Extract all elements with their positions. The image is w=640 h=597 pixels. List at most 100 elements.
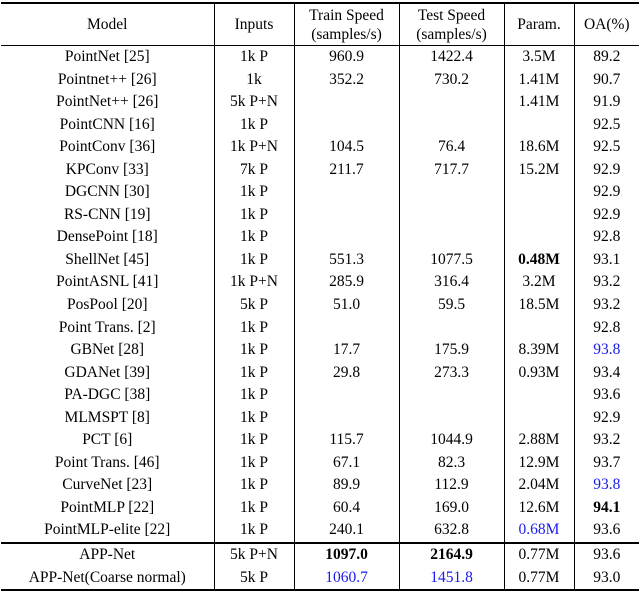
cell-model: APP-Net(Coarse normal) (28, 568, 186, 586)
cell-model: PointNet [25] (64, 48, 150, 65)
cell-test_speed: 273.3 (398, 361, 504, 385)
table-row: Point Trans. [46] 1k P 67.1 82.3 12.9M 93.7 (1, 451, 639, 475)
cell-oa: 93.1 (573, 248, 639, 272)
cell-inputs: 1k P (213, 384, 294, 407)
cell-param: 0.77M (503, 542, 574, 567)
cell-test_speed: 169.0 (398, 496, 504, 520)
cell-train_speed (293, 316, 399, 340)
cell-param (503, 226, 574, 249)
cell-oa: 93.8 (573, 474, 639, 497)
cell-train_speed: 29.8 (293, 361, 399, 385)
table-header: Model Inputs Train Speed (samples/s) Tes… (1, 3, 639, 46)
table-row: ShellNet [45] 1k P 551.3 1077.5 0.48M 93.1 (1, 248, 639, 272)
table-row: MLMSPT [8] 1k P 92.9 (1, 406, 639, 430)
cell-param (503, 181, 574, 204)
cell-test_speed: 112.9 (398, 474, 504, 497)
cell-test_speed: 82.3 (398, 451, 504, 475)
cell-oa: 94.1 (573, 496, 639, 520)
cell-model: Point Trans. [46] (54, 453, 160, 471)
cell-oa: 93.2 (573, 271, 639, 295)
col-header-test-speed: Test Speed (samples/s) (398, 3, 504, 46)
cell-train_speed (293, 203, 399, 227)
cell-train_speed: 352.2 (293, 68, 399, 92)
cell-model: PosPool [20] (66, 296, 148, 314)
col-header-label: Model (87, 16, 128, 33)
cell-oa: 92.5 (573, 136, 639, 159)
cell-test_speed: 316.4 (398, 271, 504, 295)
cell-train_speed: 1097.0 (293, 542, 399, 567)
cell-model: Pointnet++ [26] (57, 70, 157, 88)
table-row: PointConv [36] 1k P+N 104.5 76.4 18.6M 92.5 (1, 136, 639, 159)
cell-inputs: 1k (213, 68, 294, 92)
cell-param (503, 316, 574, 340)
cell-param: 0.93M (503, 361, 574, 385)
cell-model: PointASNL [41] (56, 273, 159, 291)
cell-inputs: 5k P+N (213, 542, 294, 567)
cell-param: 12.9M (503, 451, 574, 475)
cell-param: 12.6M (503, 496, 574, 520)
cell-param: 8.39M (503, 339, 574, 362)
cell-param: 3.2M (503, 271, 574, 295)
cell-inputs: 1k P (213, 519, 294, 544)
cell-train_speed (293, 91, 399, 114)
cell-param (503, 203, 574, 227)
cell-oa: 92.9 (573, 181, 639, 204)
cell-inputs: 5k P (213, 294, 294, 317)
cell-oa: 92.5 (573, 113, 639, 137)
table-row: GDANet [39] 1k P 29.8 273.3 0.93M 93.4 (1, 361, 639, 385)
cell-param: 0.48M (503, 248, 574, 272)
cell-inputs: 1k P (213, 361, 294, 385)
cell-test_speed: 1451.8 (398, 566, 504, 591)
cell-test_speed (398, 406, 504, 430)
cell-model: KPConv [33] (65, 160, 149, 178)
cell-test_speed (398, 384, 504, 407)
table-row: PA-DGC [38] 1k P 93.6 (1, 384, 639, 407)
cell-inputs: 1k P (213, 451, 294, 475)
header-row: Model Inputs Train Speed (samples/s) Tes… (1, 3, 639, 46)
col-header-train-speed: Train Speed (samples/s) (293, 3, 399, 46)
cell-param: 2.88M (503, 429, 574, 452)
cell-test_speed: 717.7 (398, 158, 504, 182)
cell-param: 15.2M (503, 158, 574, 182)
cell-param: 18.5M (503, 294, 574, 317)
cell-param: 1.41M (503, 91, 574, 114)
cell-inputs: 1k P (213, 248, 294, 272)
col-header-model: Model (1, 3, 214, 46)
table-row: PointCNN [16] 1k P 92.5 (1, 113, 639, 137)
cell-model: RS-CNN [19] (63, 205, 151, 223)
table-row: CurveNet [23] 1k P 89.9 112.9 2.04M 93.8 (1, 474, 639, 497)
cell-model: DensePoint [18] (56, 228, 158, 246)
cell-oa: 93.6 (573, 519, 639, 544)
cell-model: PA-DGC [38] (64, 386, 151, 404)
cell-train_speed: 551.3 (293, 248, 399, 272)
cell-oa: 92.9 (573, 406, 639, 430)
table-row: DGCNN [30] 1k P 92.9 (1, 181, 639, 204)
cell-test_speed: 2164.9 (398, 542, 504, 567)
cell-inputs: 1k P (213, 339, 294, 362)
cell-test_speed: 175.9 (398, 339, 504, 362)
cell-test_speed: 632.8 (398, 519, 504, 544)
table-row: PointMLP-elite [22] 1k P 240.1 632.8 0.68M 93… (1, 519, 639, 544)
cell-test_speed: 59.5 (398, 294, 504, 317)
cell-test_speed (398, 203, 504, 227)
cell-param: 18.6M (503, 136, 574, 159)
cell-model: GBNet [28] (70, 341, 145, 359)
cell-inputs: 1k P (213, 45, 294, 69)
cell-oa: 92.9 (573, 158, 639, 182)
cell-train_speed (293, 226, 399, 249)
cell-model: PointNet++ [26] (56, 93, 159, 111)
cell-inputs: 1k P (213, 429, 294, 452)
cell-train_speed: 285.9 (293, 271, 399, 295)
cell-train_speed (293, 181, 399, 204)
cell-train_speed: 17.7 (293, 339, 399, 362)
cell-train_speed: 67.1 (293, 451, 399, 475)
cell-train_speed: 211.7 (293, 158, 399, 182)
cell-oa: 93.2 (573, 294, 639, 317)
col-header-label: Param. (517, 16, 561, 33)
col-header-oa: OA(%) (573, 3, 639, 46)
cell-oa: 93.6 (573, 542, 639, 567)
table-row: RS-CNN [19] 1k P 92.9 (1, 203, 639, 227)
cell-param (503, 406, 574, 430)
cell-param (503, 384, 574, 407)
